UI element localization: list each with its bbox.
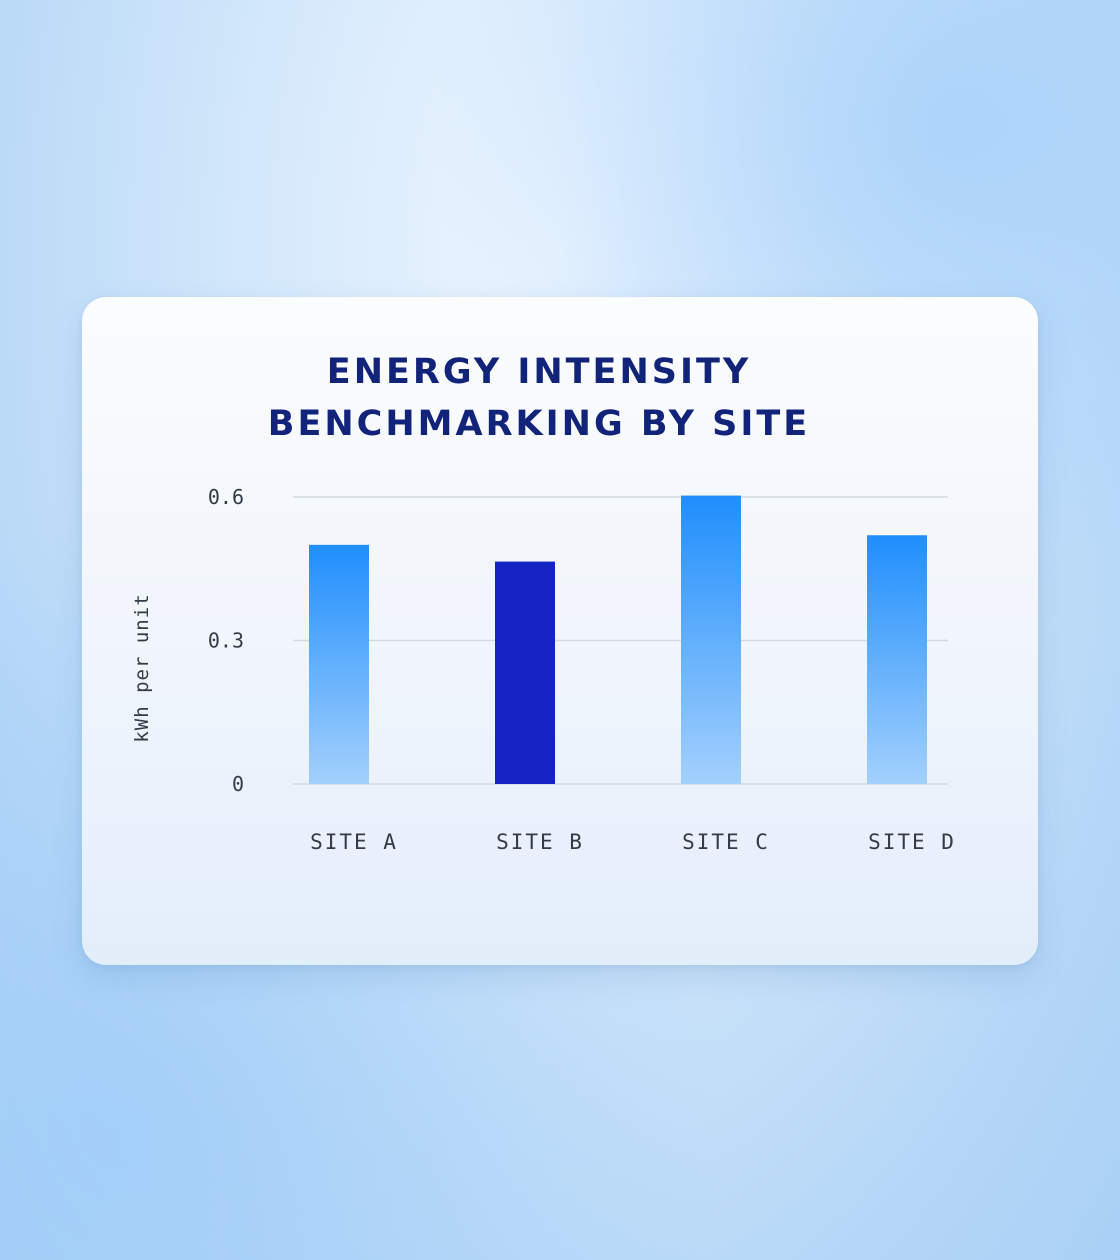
bar-site-d [867,535,927,784]
grid-lines [293,496,948,785]
y-tick-label: 0.6 [208,485,244,509]
y-tick-label: 0 [232,772,244,796]
chart-title-line-2: BENCHMARKING BY SITE [267,404,811,444]
x-axis-ticks: SITE A SITE B SITE C SITE D [310,830,956,854]
chart-title-line-1: ENERGY INTENSITY [326,352,752,392]
bar-site-a [309,544,369,784]
y-tick-label: 0.3 [208,629,244,653]
x-tick-label: SITE A [310,830,398,854]
bar-site-c [681,495,741,784]
chart-title: ENERGY INTENSITY BENCHMARKING BY SITE [0,346,1078,450]
x-tick-label: SITE B [496,830,584,854]
x-tick-label: SITE C [682,830,770,854]
y-axis-ticks: 0 0.3 0.6 [208,485,244,796]
y-axis-label: kWh per unit [131,593,153,742]
bar-site-b [495,561,555,784]
bars [309,495,927,784]
x-tick-label: SITE D [868,830,956,854]
